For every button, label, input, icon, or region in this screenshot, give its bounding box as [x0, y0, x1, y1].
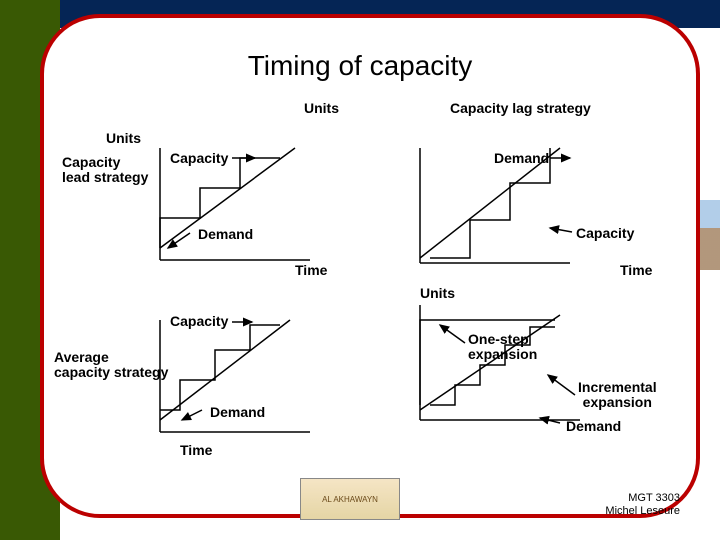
time-label-2: Time: [620, 262, 652, 278]
lead-chart: [160, 148, 340, 278]
author-name: Michel Leseure: [605, 505, 680, 518]
slide-frame: [40, 14, 700, 518]
course-code: MGT 3303: [605, 492, 680, 505]
lead-title: Capacity lead strategy: [62, 155, 148, 186]
avg-chart: [160, 320, 340, 450]
university-logo: AL AKHAWAYN: [300, 478, 400, 520]
footer-credit: MGT 3303 Michel Leseure: [605, 492, 680, 518]
slide-title: Timing of capacity: [0, 50, 720, 82]
units-label-1b: Units: [304, 100, 339, 116]
exp-chart: [420, 305, 620, 435]
lag-chart: [420, 148, 600, 278]
units-label-4: Units: [420, 285, 455, 301]
lag-title: Capacity lag strategy: [450, 100, 591, 116]
avg-title: Average capacity strategy: [54, 350, 168, 381]
units-label-1: Units: [106, 130, 141, 146]
